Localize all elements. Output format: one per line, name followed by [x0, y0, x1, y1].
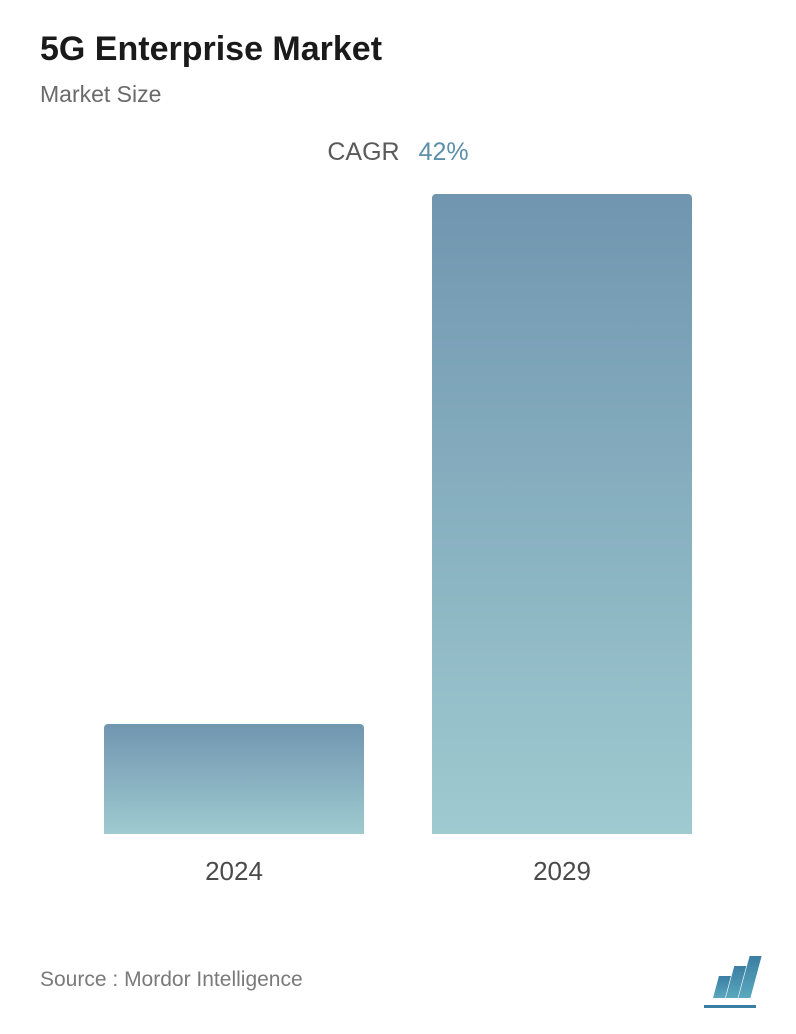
chart-subtitle: Market Size	[40, 81, 756, 108]
footer: Source : Mordor Intelligence	[40, 956, 756, 1004]
source-value: Mordor Intelligence	[124, 968, 303, 991]
cagr-label: CAGR	[327, 138, 399, 166]
bar-2024	[104, 724, 364, 834]
cagr-value: 42%	[419, 138, 469, 166]
bar-2029	[432, 194, 692, 834]
bar-chart: 2024 2029	[40, 187, 756, 887]
logo-bars-icon	[716, 956, 756, 998]
bar-group-2024: 2024	[94, 724, 374, 887]
cagr-row: CAGR 42%	[40, 138, 756, 167]
source-attribution: Source : Mordor Intelligence	[40, 968, 303, 992]
mordor-logo	[716, 956, 756, 1004]
bar-label-2024: 2024	[205, 856, 263, 887]
source-label: Source :	[40, 968, 118, 991]
bar-label-2029: 2029	[533, 856, 591, 887]
chart-title: 5G Enterprise Market	[40, 30, 756, 69]
bar-group-2029: 2029	[422, 194, 702, 887]
